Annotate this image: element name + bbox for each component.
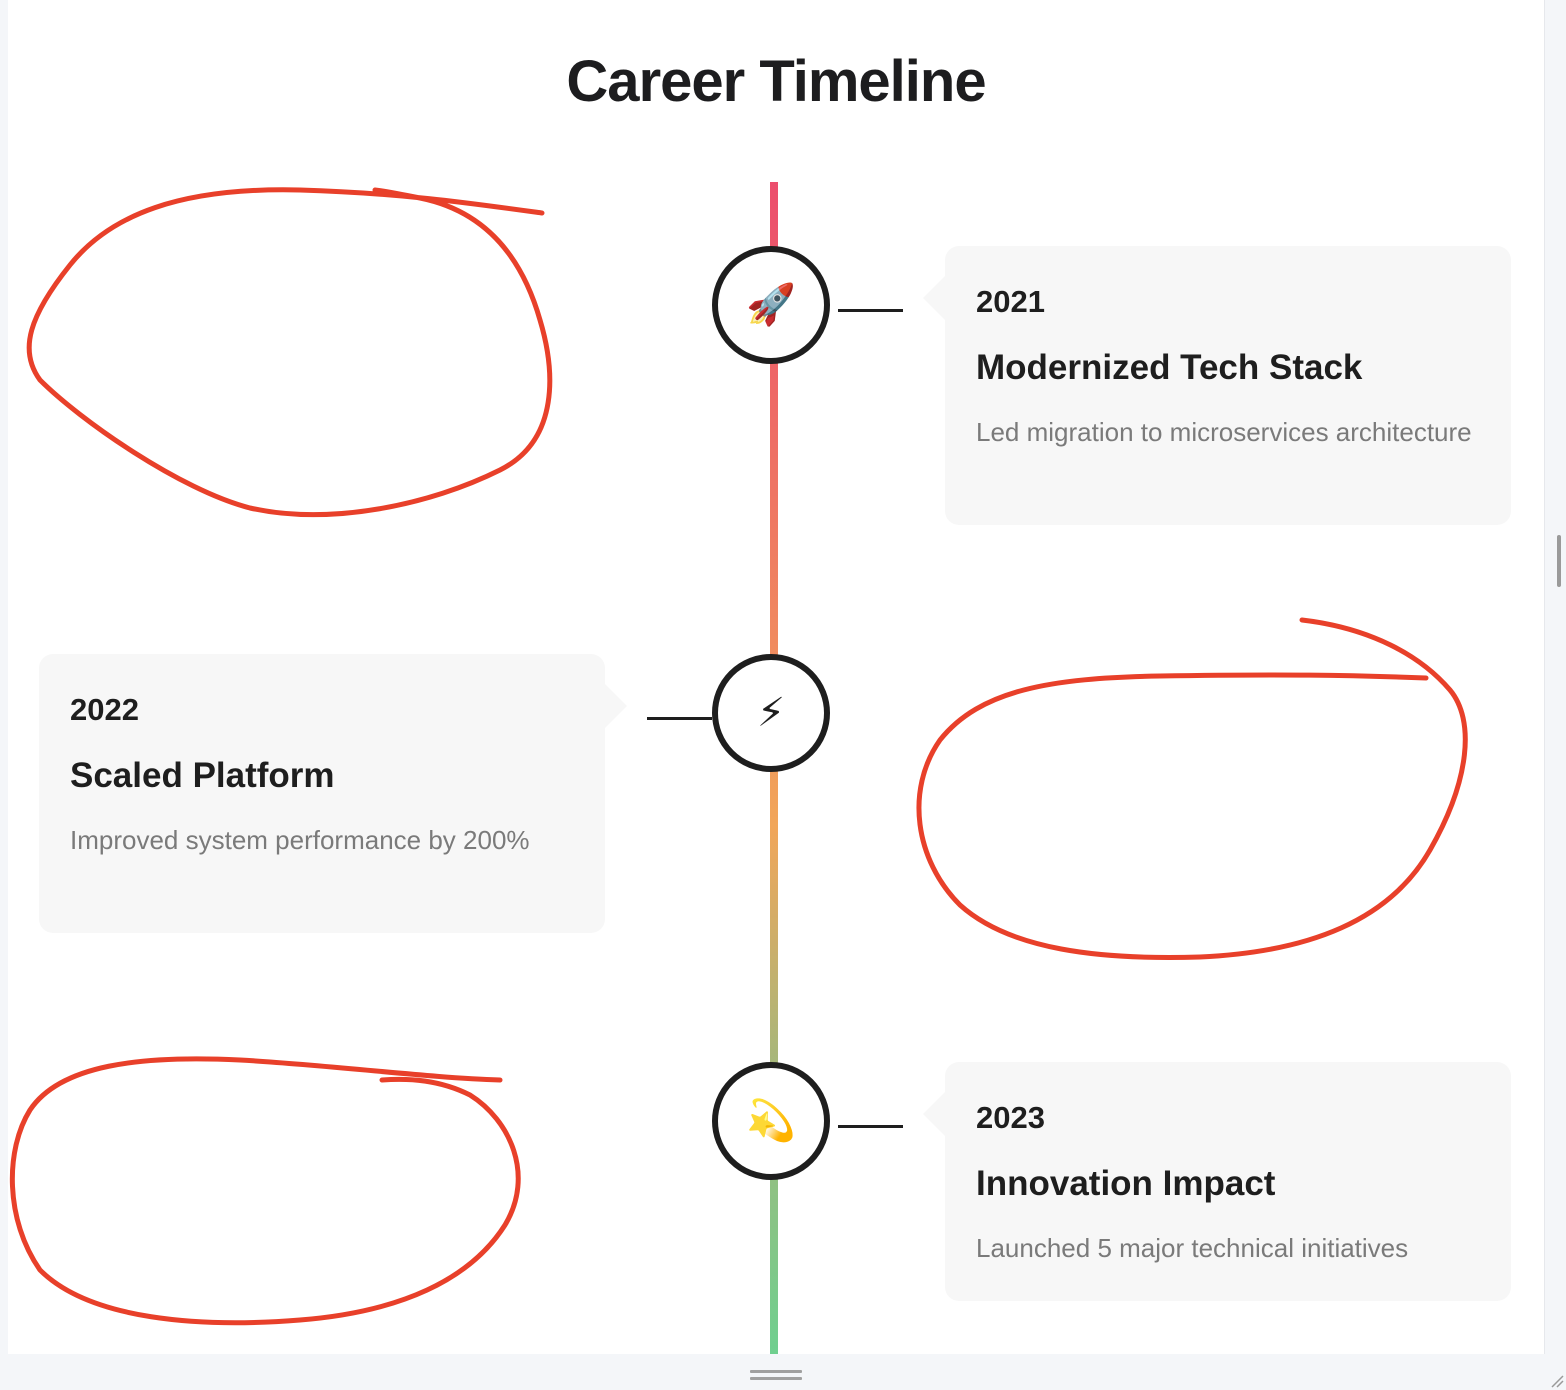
scrollbar-thumb[interactable] (1557, 535, 1561, 587)
card-year: 2021 (976, 284, 1045, 319)
card-description: Launched 5 major technical initiatives (976, 1233, 1409, 1263)
card-heading: Modernized Tech Stack (976, 348, 1363, 387)
card-description: Led migration to microservices architect… (976, 417, 1472, 447)
timeline-node-rocket: 🚀 (712, 246, 830, 364)
resize-grip-icon[interactable] (1548, 1372, 1564, 1388)
drag-handle-icon[interactable] (750, 1370, 802, 1381)
timeline-connector (838, 309, 903, 312)
dizzy-star-icon: 💫 (746, 1099, 796, 1143)
rocket-icon: 🚀 (746, 283, 796, 327)
page-canvas: Career Timeline 🚀 2021 Modernized Tech S… (8, 0, 1545, 1354)
card-description: Improved system performance by 200% (70, 825, 530, 855)
timeline-node-lightning: ⚡ (712, 654, 830, 772)
card-year: 2023 (976, 1100, 1045, 1135)
timeline-node-dizzy-star: 💫 (712, 1062, 830, 1180)
timeline-connector (647, 717, 712, 720)
card-year: 2022 (70, 692, 139, 727)
card-heading: Innovation Impact (976, 1164, 1276, 1203)
timeline-card-2021: 2021 Modernized Tech Stack Led migration… (923, 246, 1511, 525)
card-pointer (923, 276, 945, 320)
timeline-card-2023: 2023 Innovation Impact Launched 5 major … (923, 1062, 1511, 1301)
card-pointer (605, 684, 627, 728)
lightning-icon: ⚡ (756, 691, 786, 735)
page-title: Career Timeline (566, 49, 986, 114)
timeline-card-2022: 2022 Scaled Platform Improved system per… (39, 654, 627, 933)
card-pointer (923, 1092, 945, 1136)
card-heading: Scaled Platform (70, 756, 335, 795)
timeline-connector (838, 1125, 903, 1128)
